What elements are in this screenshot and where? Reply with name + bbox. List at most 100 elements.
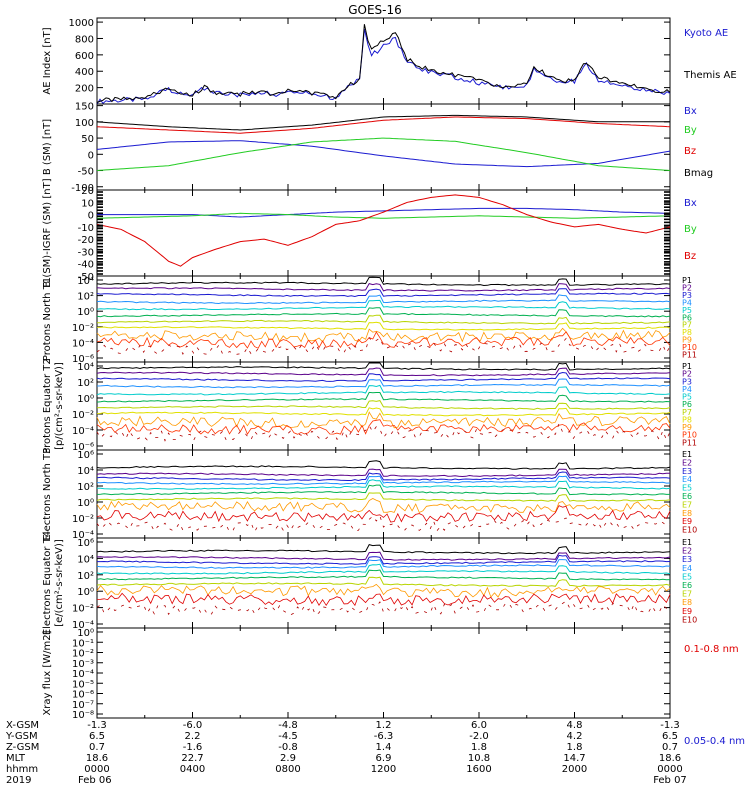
legend-e9: E9 bbox=[682, 517, 692, 526]
legend-e8: E8 bbox=[682, 598, 692, 607]
channel-p8 bbox=[96, 407, 671, 417]
legend-e10: E10 bbox=[682, 526, 697, 535]
panel-bsm: -100 -50 0 50 100 150 B (SM) [nT] Bx By Bz Bmag bbox=[42, 102, 713, 194]
ephemeris-value: 1600 bbox=[466, 764, 491, 775]
series-bx bbox=[96, 140, 671, 168]
y-axis-label: B (SM) [nT] bbox=[42, 119, 53, 175]
y-tick-label: 10² bbox=[77, 482, 94, 493]
legend-bx: Bx bbox=[684, 106, 697, 117]
legend-p6: P6 bbox=[682, 400, 692, 409]
y-tick-label: 10⁻⁴ bbox=[72, 426, 94, 437]
legend-p5: P5 bbox=[682, 393, 692, 402]
y-tick-label: 10² bbox=[77, 378, 94, 389]
y-axis-label: Electrons Equator T4 bbox=[42, 531, 53, 635]
y-axis-label: Xray flux [W/m2] bbox=[42, 630, 53, 715]
ephemeris-value: 18.6 bbox=[659, 753, 681, 764]
channel-e8 bbox=[96, 583, 671, 598]
legend-e7: E7 bbox=[682, 590, 692, 599]
channel-p5 bbox=[96, 299, 671, 311]
ephemeris-value: Feb 07 bbox=[653, 775, 687, 786]
legend-p2: P2 bbox=[682, 283, 692, 292]
ephemeris-value: 0000 bbox=[657, 764, 682, 775]
y-tick-label: 10⁻⁴ bbox=[72, 530, 94, 541]
y-tick-label: 10⁶ bbox=[77, 450, 94, 461]
legend-e8: E8 bbox=[682, 509, 692, 518]
y-tick-label: 200 bbox=[75, 84, 94, 95]
ephemeris-value: 0800 bbox=[275, 764, 300, 775]
ephemeris-value: 2.2 bbox=[185, 731, 201, 742]
ephemeris-value: 0000 bbox=[84, 764, 109, 775]
channel-p2 bbox=[96, 283, 671, 292]
y-tick-label: 0 bbox=[88, 211, 94, 222]
legend-p5: P5 bbox=[682, 306, 692, 315]
legend-e6: E6 bbox=[682, 581, 692, 590]
legend-p1: P1 bbox=[682, 362, 692, 371]
plot-title: GOES-16 bbox=[348, 3, 402, 17]
legend-e3: E3 bbox=[682, 467, 692, 476]
y-axis-label: Protons Equator T2 bbox=[42, 358, 53, 454]
ephemeris-table: X-GSMY-GSMZ-GSMMLThhmm2019-1.36.50.718.6… bbox=[5, 720, 687, 786]
channel-e4 bbox=[96, 475, 671, 486]
channel-e10 bbox=[96, 600, 671, 616]
legend-p6: P6 bbox=[682, 313, 692, 322]
y-tick-label: 10⁴ bbox=[77, 276, 94, 287]
panel-frame bbox=[96, 189, 671, 277]
legend-p8: P8 bbox=[682, 415, 692, 424]
y-tick-label: 10² bbox=[77, 571, 94, 582]
legend-p2: P2 bbox=[682, 370, 692, 379]
y-tick-label: 100 bbox=[75, 118, 94, 129]
series-themis-ae bbox=[96, 24, 671, 103]
channel-p7 bbox=[96, 314, 671, 325]
ephemeris-value: -6.3 bbox=[374, 731, 394, 742]
ephemeris-value: 10.8 bbox=[468, 753, 490, 764]
legend-p9: P9 bbox=[682, 423, 692, 432]
y-tick-label: 10⁰ bbox=[77, 498, 94, 509]
ephemeris-value: 2000 bbox=[562, 764, 587, 775]
ephemeris-value: 1.8 bbox=[471, 742, 487, 753]
panel-frame bbox=[96, 627, 671, 719]
channel-e6 bbox=[96, 569, 671, 581]
legend-e3: E3 bbox=[682, 555, 692, 564]
channel-p5 bbox=[96, 384, 671, 396]
y-tick-label: 10⁻⁴ bbox=[72, 620, 94, 631]
legend-by: By bbox=[684, 224, 697, 235]
ephemeris-value: -0.8 bbox=[278, 742, 298, 753]
y-tick-label: 10⁻⁴ bbox=[72, 669, 94, 680]
channel-p4 bbox=[96, 294, 671, 305]
ephemeris-value: -1.3 bbox=[660, 720, 680, 731]
ephemeris-value: -4.5 bbox=[278, 731, 298, 742]
channel-e5 bbox=[96, 563, 671, 575]
y-tick-label: 10⁰ bbox=[77, 628, 94, 639]
y-tick-label: 600 bbox=[75, 51, 94, 62]
ephemeris-value: 4.8 bbox=[567, 720, 583, 731]
ephemeris-value: 0.7 bbox=[662, 742, 678, 753]
ephemeris-value: 0.7 bbox=[89, 742, 105, 753]
channel-p3 bbox=[96, 371, 671, 382]
ephemeris-value: -2.0 bbox=[469, 731, 489, 742]
legend-0-05-0-4-nm: 0.05-0.4 nm bbox=[684, 736, 745, 747]
ephemeris-value: 0400 bbox=[180, 764, 205, 775]
series-bz bbox=[96, 194, 671, 267]
y-tick-label: 10 bbox=[81, 198, 94, 209]
y-tick-label: 10⁻⁴ bbox=[72, 338, 94, 349]
y-tick-label: 10⁻² bbox=[72, 604, 94, 615]
panel-frame bbox=[96, 17, 671, 105]
channel-p1 bbox=[96, 362, 671, 371]
ephemeris-row-label: X-GSM bbox=[6, 720, 39, 731]
y-tick-label: 150 bbox=[75, 102, 94, 113]
legend-p8: P8 bbox=[682, 328, 692, 337]
ephemeris-value: 6.0 bbox=[471, 720, 487, 731]
legend-e6: E6 bbox=[682, 492, 692, 501]
y-tick-label: -40 bbox=[78, 260, 94, 271]
channel-e2 bbox=[96, 468, 670, 478]
legend-themis-ae: Themis AE bbox=[683, 70, 737, 81]
channel-e9 bbox=[96, 592, 671, 607]
y-axis-unit: [e/(cm²-s-sr-keV)] bbox=[54, 539, 65, 627]
panel-ae: 200 400 600 800 1000 AE Index [nT] Kyoto AE The… bbox=[42, 17, 737, 105]
legend-e9: E9 bbox=[682, 607, 692, 616]
ephemeris-value: 6.9 bbox=[376, 753, 392, 764]
legend-bx: Bx bbox=[684, 198, 697, 209]
